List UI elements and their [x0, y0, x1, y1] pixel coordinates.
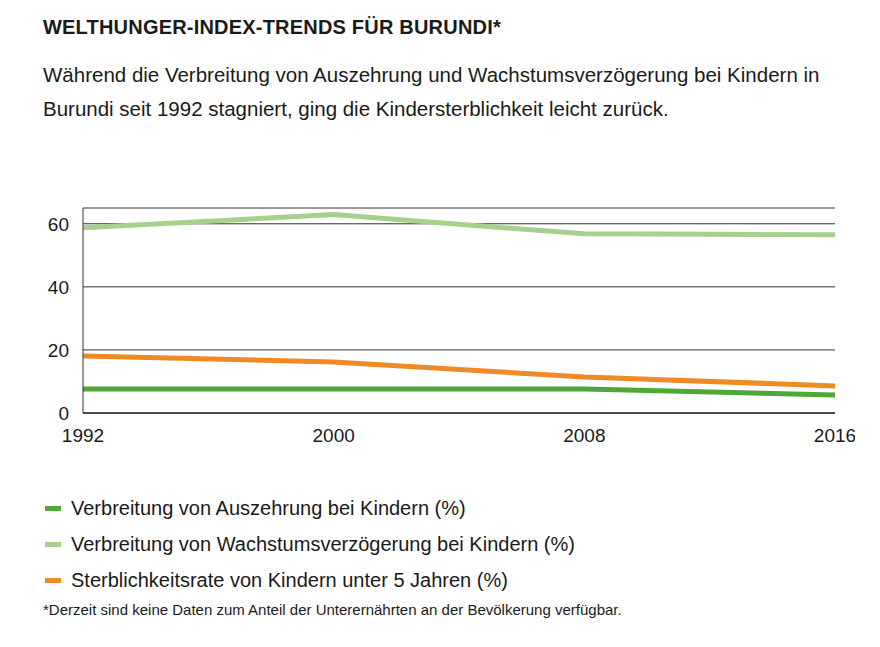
svg-text:0: 0 — [58, 403, 69, 424]
html-text:Während die Verbreitung von Au: Während die Verbreitung von Auszehrung u… — [43, 63, 820, 120]
html-text:Verbreitung von Auszehrung bei: Verbreitung von Auszehrung bei Kindern (… — [71, 496, 466, 519]
svg-text:1992: 1992 — [62, 425, 104, 446]
svg-text:2008: 2008 — [563, 425, 605, 446]
html-text:Sterblichkeitsrate von Kindern: Sterblichkeitsrate von Kindern unter 5 J… — [71, 568, 508, 591]
svg-text:2016: 2016 — [814, 425, 855, 446]
svg-text:60: 60 — [48, 214, 69, 235]
html-text:*Derzeit sind keine Daten zum: *Derzeit sind keine Daten zum Anteil der… — [43, 601, 622, 618]
html-text:Verbreitung von Wachstumsverzö: Verbreitung von Wachstumsverzögerung bei… — [71, 532, 575, 555]
svg-text:40: 40 — [48, 277, 69, 298]
svg-text:2000: 2000 — [313, 425, 355, 446]
svg-text:20: 20 — [48, 340, 69, 361]
html-text:WELTHUNGER-INDEX-TRENDS FÜR BU: WELTHUNGER-INDEX-TRENDS FÜR BURUNDI* — [43, 16, 501, 38]
